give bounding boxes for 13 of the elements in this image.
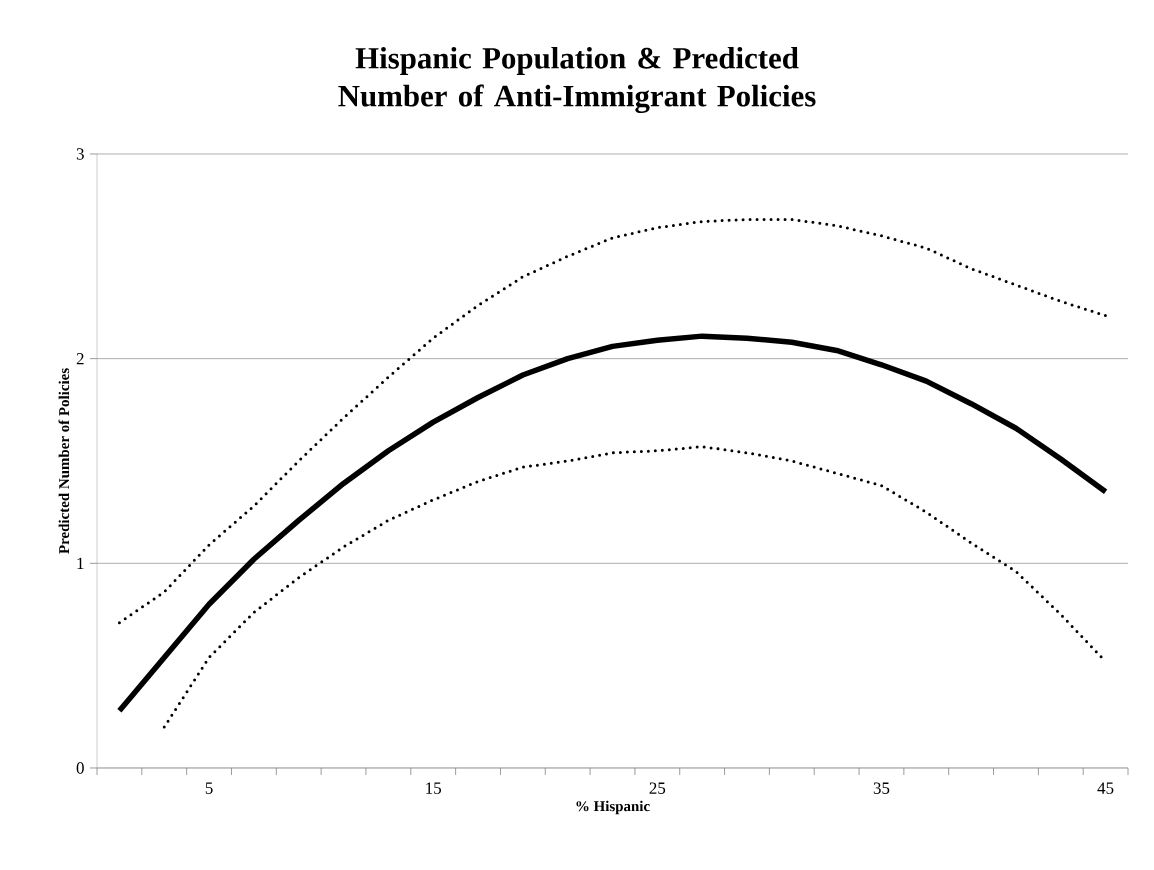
x-tick-label: 25 [649,782,666,794]
y-tick-label: 1 [77,557,84,569]
y-axis-title: Predicted Number of Policies [58,368,70,554]
x-tick-label: 45 [1097,782,1114,794]
x-tick-label: 5 [205,782,213,794]
line-series [117,217,1108,625]
x-tick-label: 15 [426,782,442,794]
y-tick-label: 2 [76,353,84,365]
chart-title: Hispanic Population & Predicted Number of Anti-Immigrant Policies [338,46,816,114]
y-tick-label: 3 [76,148,84,160]
x-axis-title: % Hispanic [576,800,650,815]
x-tick-label: 35 [873,782,890,794]
y-tick-label: 0 [76,762,84,774]
